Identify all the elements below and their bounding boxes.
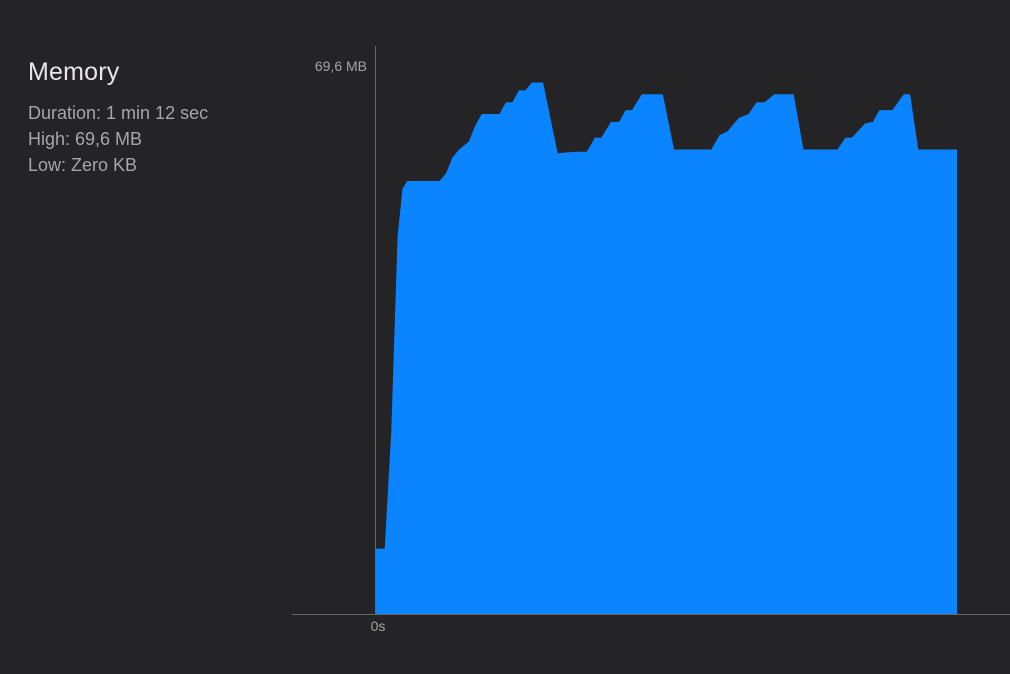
x-tick-label-start: 0s (371, 618, 386, 634)
memory-info-panel: Memory Duration: 1 min 12 sec High: 69,6… (28, 56, 268, 178)
y-tick-label-max: 69,6 MB (315, 58, 367, 74)
high-stat: High: 69,6 MB (28, 129, 143, 149)
duration-stat: Duration: 1 min 12 sec (28, 103, 209, 123)
panel-title: Memory (28, 58, 120, 86)
low-stat: Low: Zero KB (28, 155, 138, 175)
memory-series-area (375, 82, 957, 614)
